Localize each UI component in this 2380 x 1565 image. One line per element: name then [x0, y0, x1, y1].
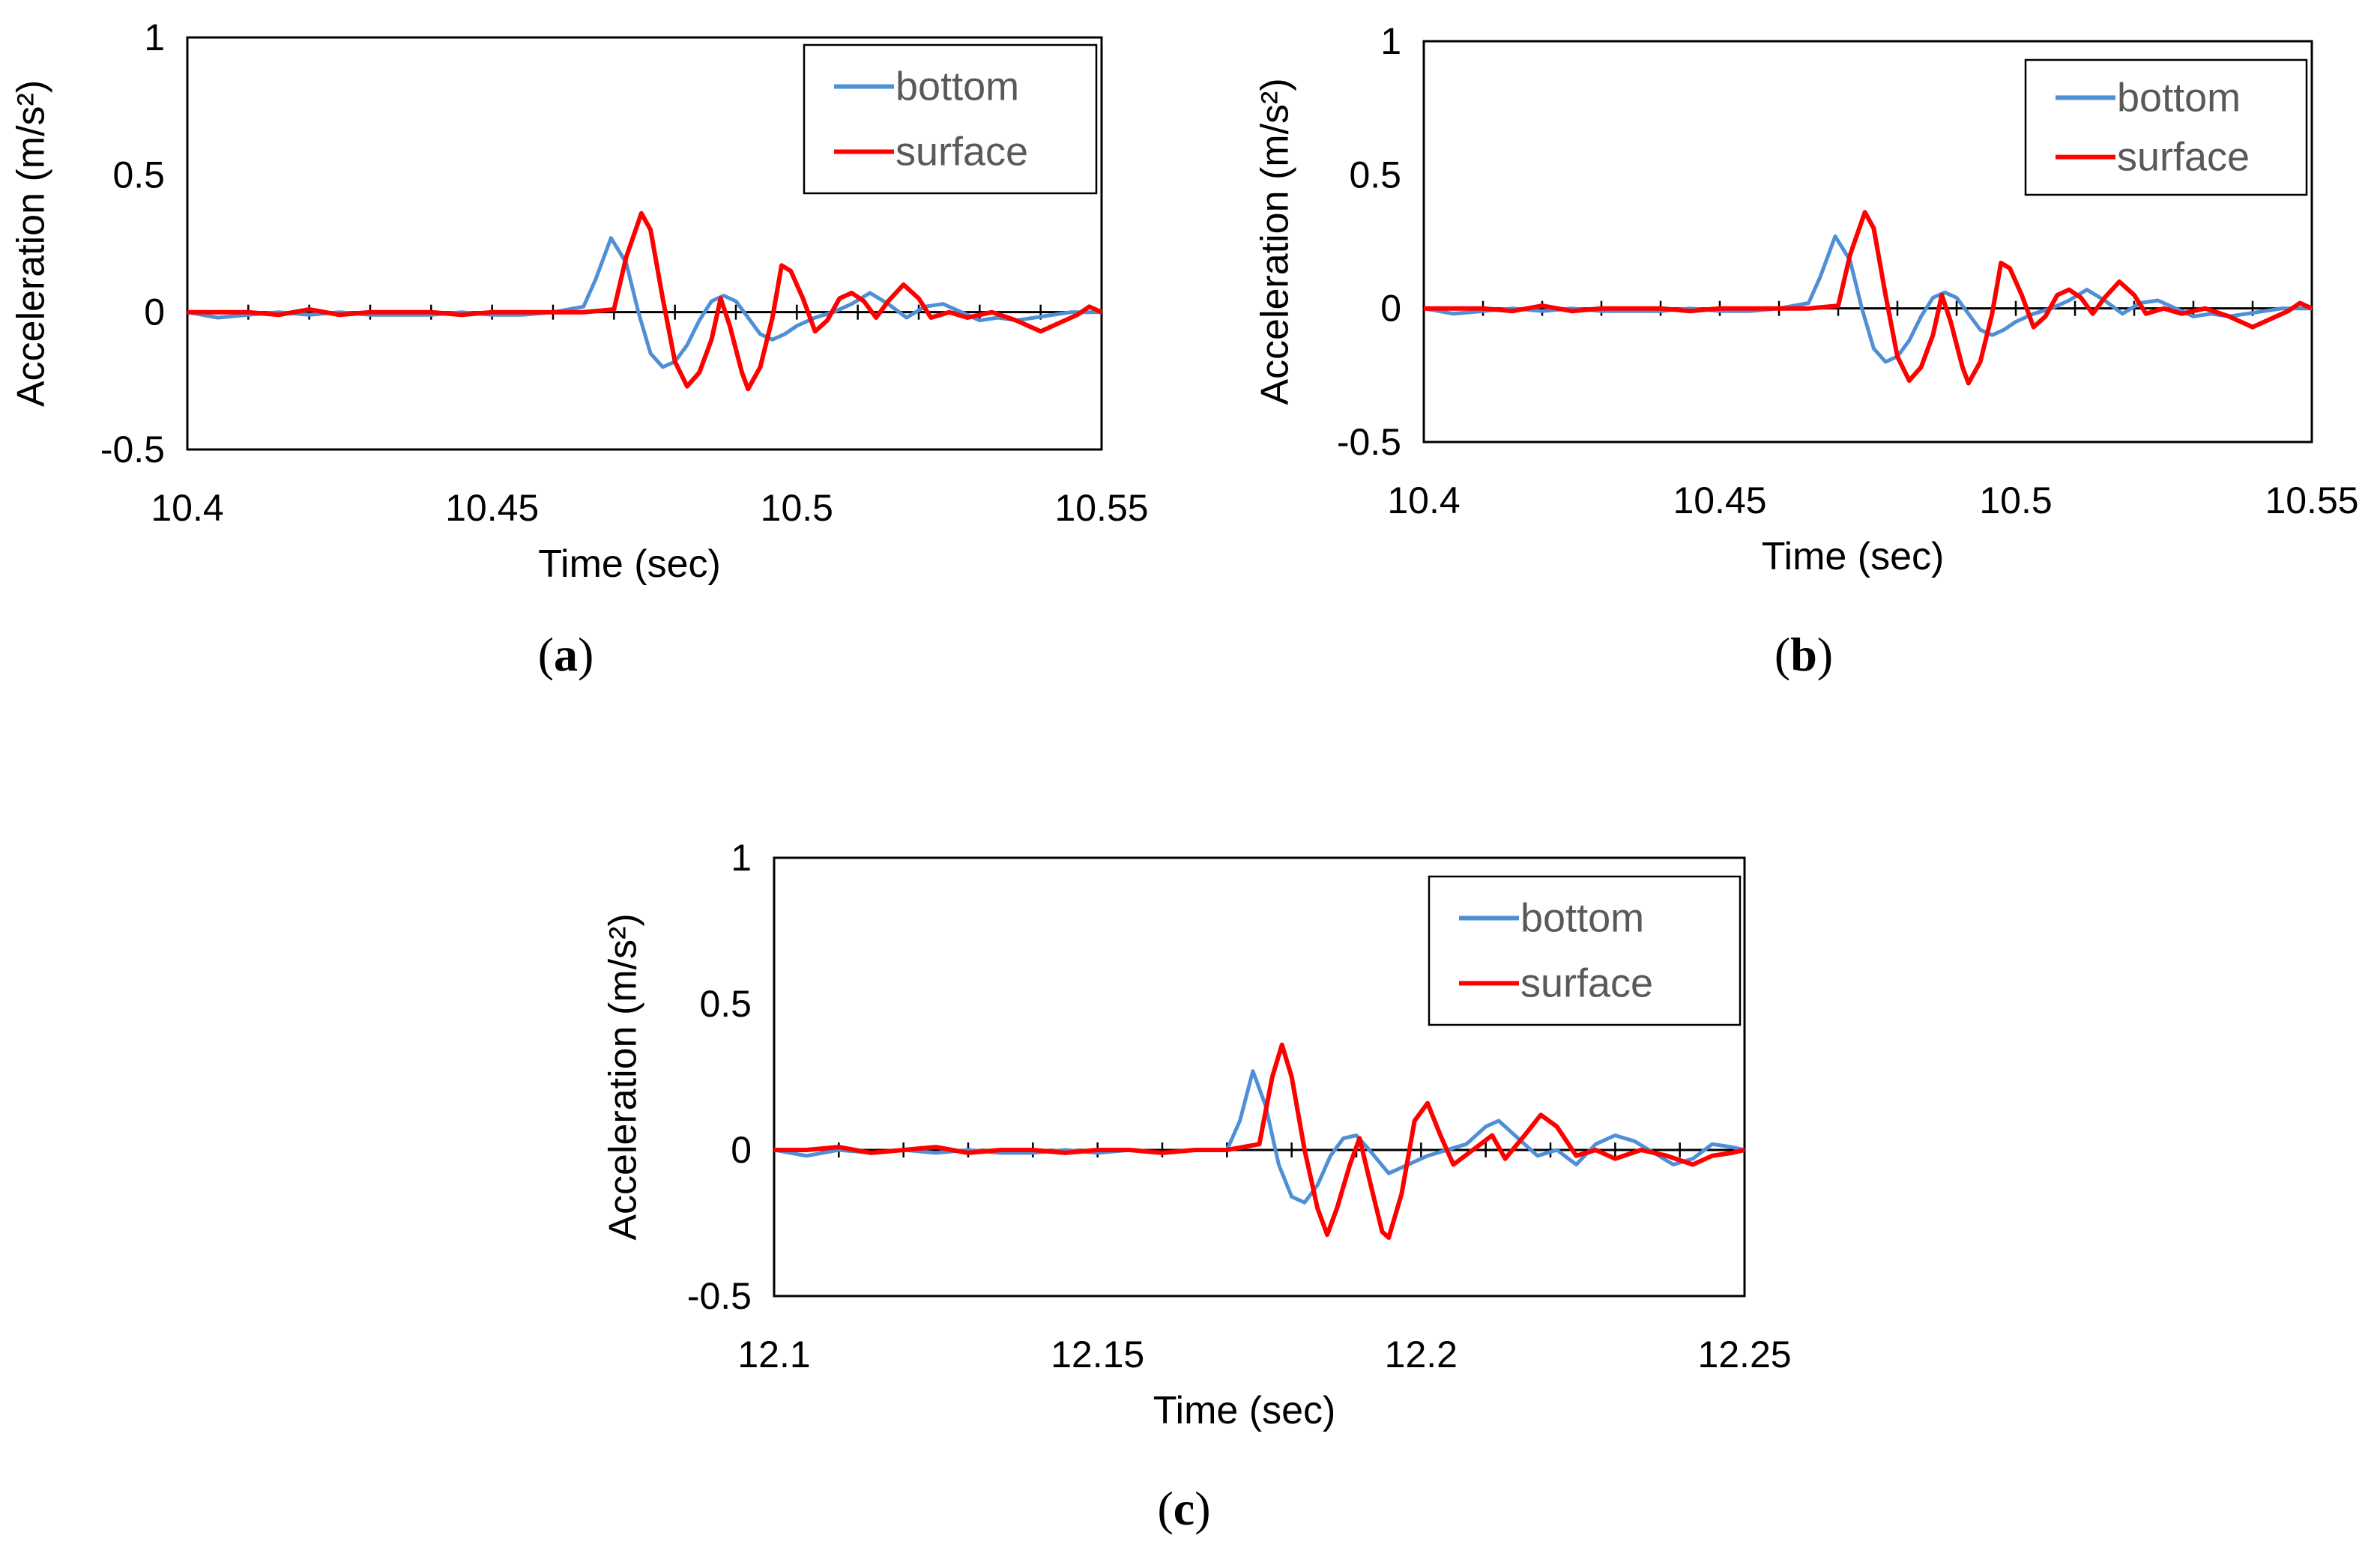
legend-label-bottom: bottom: [2117, 75, 2241, 120]
x-axis-title: Time (sec): [538, 542, 721, 586]
legend-label-surface: surface: [895, 130, 1028, 175]
x-axis-title: Time (sec): [1762, 535, 1945, 578]
x-tick-label: 12.15: [1051, 1334, 1144, 1375]
legend-label-surface: surface: [2117, 135, 2250, 180]
x-tick-label: 10.55: [2265, 479, 2358, 521]
legend-label-surface: surface: [1520, 961, 1653, 1006]
y-tick-label: -0.5: [1337, 421, 1401, 463]
legend-box: [803, 43, 1098, 195]
y-axis-title: Acceleration (m/s²): [1254, 78, 1297, 405]
y-tick-label: 0.5: [112, 154, 165, 196]
x-axis-title: Time (sec): [1153, 1389, 1336, 1432]
y-tick-label: 1: [1380, 20, 1401, 62]
y-tick-label: -0.5: [100, 429, 165, 470]
x-tick-label: 12.25: [1697, 1334, 1791, 1375]
figure-caption: (a): [538, 628, 594, 681]
series-line-bottom: [773, 1069, 1745, 1205]
series-line-surface: [1424, 210, 2313, 386]
x-tick-label: 10.45: [1673, 479, 1766, 521]
series-line-bottom: [187, 236, 1102, 369]
legend-label-bottom: bottom: [895, 64, 1019, 109]
y-tick-label: 0.5: [699, 983, 752, 1025]
y-axis-title: Acceleration (m/s²): [602, 913, 645, 1240]
legend-label-bottom: bottom: [1520, 895, 1644, 940]
y-tick-label: 1: [731, 837, 752, 879]
x-tick-label: 10.4: [1387, 479, 1460, 521]
y-axis-title: Acceleration (m/s²): [10, 80, 53, 407]
x-tick-label: 10.5: [1979, 479, 2052, 521]
figure-caption: (b): [1775, 628, 1833, 681]
chart-c: 1 0.5 0 -0.5 12.1 12.15 12.2 12.25 Time (sec) Acc…: [602, 837, 1792, 1535]
x-tick-label: 10.4: [151, 487, 223, 529]
x-tick-label: 10.5: [761, 487, 833, 529]
y-tick-label: -0.5: [687, 1275, 752, 1317]
y-tick-label: 0: [731, 1129, 752, 1171]
legend: bottom surface: [803, 43, 1098, 195]
x-tick-label: 12.2: [1385, 1334, 1458, 1375]
x-tick-label: 12.1: [737, 1334, 810, 1375]
x-tick-label: 10.55: [1054, 487, 1148, 529]
x-tick-label: 10.45: [445, 487, 539, 529]
y-tick-label: 0: [144, 291, 165, 333]
legend-box: [2024, 58, 2308, 196]
series-line-surface: [774, 1042, 1745, 1240]
legend: bottom surface: [2024, 58, 2308, 196]
legend-box: [1428, 875, 1742, 1026]
figure-caption: (c): [1157, 1482, 1210, 1535]
series-line-bottom: [1423, 234, 2312, 364]
y-tick-label: 0.5: [1349, 154, 1401, 196]
y-tick-label: 1: [144, 16, 165, 58]
legend: bottom surface: [1428, 875, 1742, 1026]
series-line-surface: [187, 211, 1103, 392]
y-tick-label: 0: [1380, 288, 1401, 330]
